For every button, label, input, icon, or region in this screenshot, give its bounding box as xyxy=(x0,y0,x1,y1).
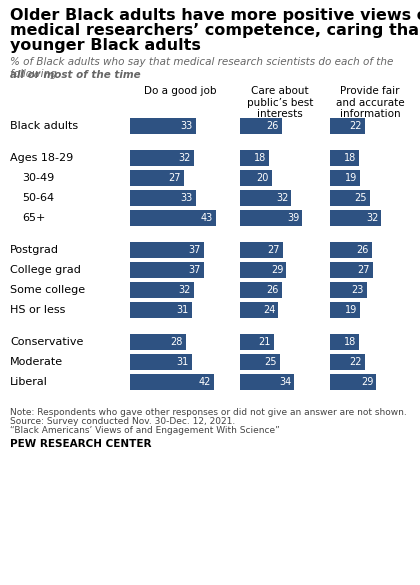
Bar xyxy=(330,302,360,318)
Bar xyxy=(330,118,365,134)
Bar xyxy=(130,262,204,278)
Text: Black adults: Black adults xyxy=(10,121,78,131)
Text: 22: 22 xyxy=(350,357,362,367)
Text: Provide fair
and accurate
information: Provide fair and accurate information xyxy=(336,86,404,119)
Text: 25: 25 xyxy=(354,193,367,203)
Bar xyxy=(330,262,373,278)
Text: Liberal: Liberal xyxy=(10,377,48,387)
Bar xyxy=(330,170,360,186)
Bar xyxy=(130,354,192,370)
Bar xyxy=(240,118,281,134)
Text: Older Black adults have more positive views of: Older Black adults have more positive vi… xyxy=(10,8,420,23)
Text: 32: 32 xyxy=(366,213,378,223)
Text: 39: 39 xyxy=(287,213,299,223)
Text: 27: 27 xyxy=(168,173,181,183)
Bar xyxy=(240,302,278,318)
Bar xyxy=(330,242,372,258)
Bar xyxy=(330,282,367,298)
Bar xyxy=(130,334,186,350)
Text: Postgrad: Postgrad xyxy=(10,245,59,255)
Text: 28: 28 xyxy=(171,337,183,347)
Text: 32: 32 xyxy=(276,193,288,203)
Text: 37: 37 xyxy=(189,265,201,275)
Bar xyxy=(130,150,194,166)
Text: medical researchers’ competence, caring than: medical researchers’ competence, caring … xyxy=(10,23,420,38)
Text: all or most of the time: all or most of the time xyxy=(10,70,141,80)
Bar xyxy=(240,334,273,350)
Text: 33: 33 xyxy=(181,121,193,131)
Text: Note: Respondents who gave other responses or did not give an answer are not sho: Note: Respondents who gave other respons… xyxy=(10,408,407,417)
Bar xyxy=(130,302,192,318)
Text: 29: 29 xyxy=(271,265,284,275)
Text: 26: 26 xyxy=(356,245,369,255)
Bar xyxy=(330,374,376,390)
Bar xyxy=(240,150,269,166)
Text: 29: 29 xyxy=(361,377,373,387)
Bar xyxy=(330,190,370,206)
Bar xyxy=(130,242,204,258)
Bar xyxy=(240,282,281,298)
Bar xyxy=(130,374,214,390)
Bar xyxy=(240,210,302,226)
Bar xyxy=(240,170,272,186)
Text: 34: 34 xyxy=(279,377,291,387)
Text: Conservative: Conservative xyxy=(10,337,84,347)
Bar xyxy=(330,210,381,226)
Text: 42: 42 xyxy=(199,377,211,387)
Bar xyxy=(130,118,196,134)
Text: 27: 27 xyxy=(268,245,280,255)
Text: 27: 27 xyxy=(358,265,370,275)
Bar xyxy=(330,354,365,370)
Text: 22: 22 xyxy=(350,121,362,131)
Bar xyxy=(240,354,280,370)
Text: College grad: College grad xyxy=(10,265,81,275)
Text: Source: Survey conducted Nov. 30-Dec. 12, 2021.: Source: Survey conducted Nov. 30-Dec. 12… xyxy=(10,417,235,426)
Bar xyxy=(130,170,184,186)
Text: Do a good job: Do a good job xyxy=(144,86,216,96)
Text: 32: 32 xyxy=(178,153,191,163)
Text: 25: 25 xyxy=(265,357,277,367)
Text: HS or less: HS or less xyxy=(10,305,66,315)
Text: 19: 19 xyxy=(345,305,357,315)
Text: 19: 19 xyxy=(345,173,357,183)
Text: 23: 23 xyxy=(352,285,364,295)
Text: 20: 20 xyxy=(257,173,269,183)
Text: 43: 43 xyxy=(201,213,213,223)
Bar xyxy=(240,262,286,278)
Text: Some college: Some college xyxy=(10,285,85,295)
Text: 37: 37 xyxy=(189,245,201,255)
Text: 33: 33 xyxy=(181,193,193,203)
Text: PEW RESEARCH CENTER: PEW RESEARCH CENTER xyxy=(10,439,152,449)
Bar xyxy=(330,150,359,166)
Bar xyxy=(240,190,291,206)
Bar xyxy=(330,334,359,350)
Bar xyxy=(130,190,196,206)
Text: % of Black adults who say that medical research scientists do each of the
follow: % of Black adults who say that medical r… xyxy=(10,57,394,78)
Text: 24: 24 xyxy=(263,305,276,315)
Text: Ages 18-29: Ages 18-29 xyxy=(10,153,73,163)
Text: “Black Americans’ Views of and Engagement With Science”: “Black Americans’ Views of and Engagemen… xyxy=(10,426,280,435)
Text: Care about
public’s best
interests: Care about public’s best interests xyxy=(247,86,313,119)
Text: 18: 18 xyxy=(254,153,266,163)
Text: 65+: 65+ xyxy=(22,213,45,223)
Bar xyxy=(240,374,294,390)
Text: Moderate: Moderate xyxy=(10,357,63,367)
Text: 26: 26 xyxy=(266,285,278,295)
Bar xyxy=(130,282,194,298)
Bar xyxy=(130,210,216,226)
Text: 50-64: 50-64 xyxy=(22,193,54,203)
Text: 32: 32 xyxy=(178,285,191,295)
Bar xyxy=(240,242,283,258)
Text: 21: 21 xyxy=(258,337,270,347)
Text: 26: 26 xyxy=(266,121,278,131)
Text: 18: 18 xyxy=(344,337,356,347)
Text: 18: 18 xyxy=(344,153,356,163)
Text: 31: 31 xyxy=(177,305,189,315)
Text: 30-49: 30-49 xyxy=(22,173,54,183)
Text: younger Black adults: younger Black adults xyxy=(10,38,201,53)
Text: 31: 31 xyxy=(177,357,189,367)
